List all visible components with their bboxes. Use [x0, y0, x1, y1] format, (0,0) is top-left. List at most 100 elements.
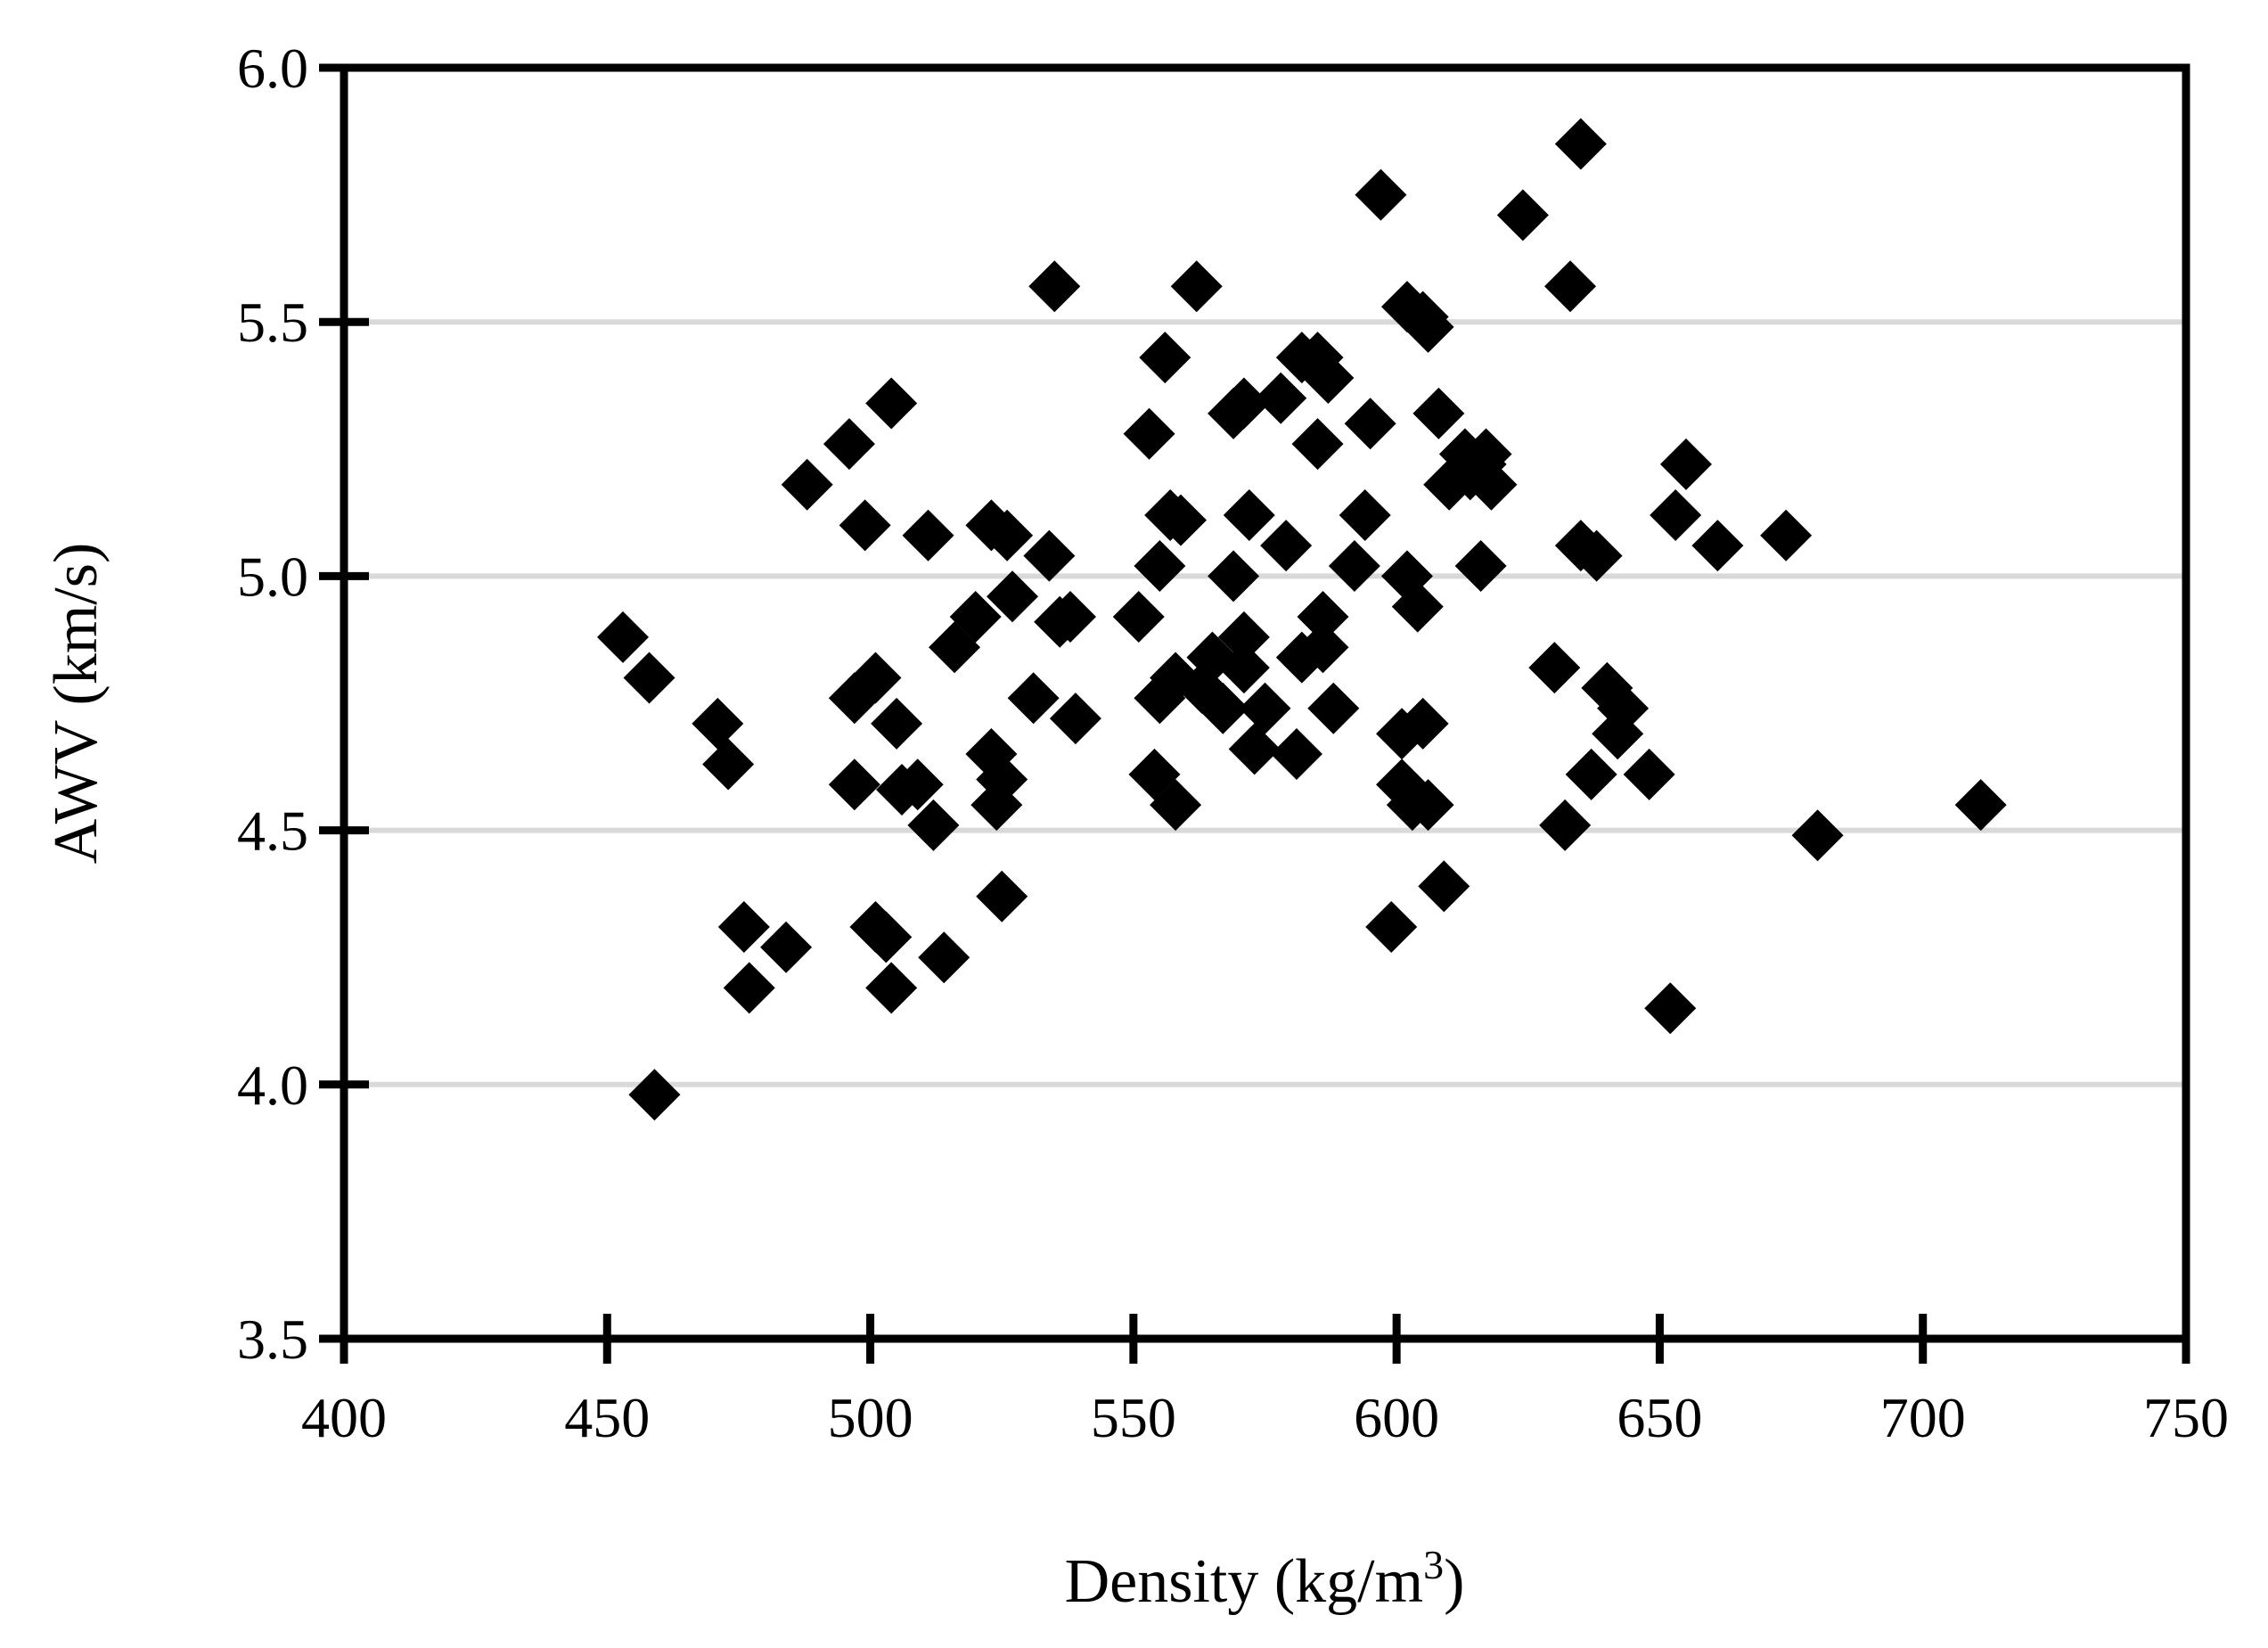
data-point-103: [1570, 529, 1623, 582]
data-point-7: [760, 921, 813, 973]
data-point-67: [1291, 418, 1344, 471]
y-axis-title: AWV (km/s): [42, 543, 111, 865]
data-point-56: [1217, 642, 1270, 694]
data-point-1: [623, 652, 675, 704]
data-point-11: [828, 758, 880, 811]
tick-labels: 3.5 4.0 4.5 5.0 5.5 6.0 400 450 500 550 600 650 700 7…: [237, 37, 2229, 1449]
data-point-20: [891, 758, 944, 811]
y-tick-label-3: 5.0: [237, 545, 308, 608]
x-axis-title-superscript: 3: [1423, 1542, 1444, 1587]
data-point-54: [1208, 550, 1260, 603]
data-point-30: [976, 753, 1028, 806]
x-tick-label-7: 750: [2143, 1386, 2229, 1449]
data-point-85: [1402, 300, 1454, 353]
x-axis-title-main: Density (kg/m: [1065, 1547, 1423, 1616]
y-tick-label-4: 5.5: [237, 291, 308, 354]
data-point-94: [1460, 428, 1512, 480]
x-tick-label-4: 600: [1354, 1386, 1439, 1449]
data-point-109: [1650, 488, 1702, 541]
data-point-93: [1454, 539, 1507, 592]
x-tick-label-2: 500: [828, 1386, 913, 1449]
data-point-70: [1302, 351, 1355, 404]
data-point-46: [1150, 779, 1202, 832]
data-point-34: [1023, 529, 1076, 582]
data-point-71: [1307, 682, 1360, 734]
data-point-88: [1418, 860, 1470, 913]
data-point-86: [1402, 779, 1454, 832]
data-point-111: [1691, 520, 1744, 572]
data-point-74: [1344, 398, 1396, 450]
ticks: [319, 63, 2190, 1364]
data-point-106: [1597, 682, 1650, 734]
plot-frame: [340, 63, 2190, 1343]
data-point-52: [1197, 682, 1249, 734]
data-point-35: [1028, 260, 1081, 313]
data-point-61: [1255, 372, 1307, 424]
data-point-73: [1339, 488, 1391, 541]
data-point-59: [1228, 723, 1281, 775]
data-point-44: [1139, 332, 1191, 384]
data-point-12: [839, 499, 891, 552]
data-point-113: [1791, 809, 1844, 862]
data-point-110: [1659, 438, 1712, 490]
data-point-2: [628, 1069, 681, 1121]
data-point-18: [871, 697, 923, 750]
data-point-32: [987, 570, 1039, 623]
data-point-17: [865, 377, 918, 430]
data-point-97: [1528, 642, 1581, 694]
data-point-58: [1223, 488, 1275, 541]
data-point-15: [860, 911, 913, 963]
data-point-3: [692, 697, 744, 750]
data-point-25: [949, 591, 1002, 644]
data-point-95: [1465, 458, 1518, 511]
y-tick-label-2: 4.5: [237, 799, 308, 863]
x-tick-label-5: 650: [1617, 1386, 1702, 1449]
data-point-98: [1539, 799, 1592, 851]
data-point-55: [1217, 377, 1270, 430]
data-point-57: [1217, 611, 1270, 663]
x-tick-label-1: 450: [564, 1386, 650, 1449]
data-point-0: [597, 611, 650, 663]
data-point-13: [849, 652, 902, 704]
y-tick-label-1: 4.0: [237, 1054, 308, 1117]
data-point-4: [702, 738, 755, 791]
data-point-40: [1123, 407, 1175, 460]
data-point-83: [1396, 697, 1449, 750]
data-point-43: [1134, 539, 1186, 592]
data-point-16: [865, 962, 918, 1014]
data-point-107: [1623, 748, 1675, 800]
data-point-60: [1239, 682, 1291, 734]
x-tick-label-0: 400: [301, 1386, 387, 1449]
data-point-33: [1007, 672, 1060, 725]
data-point-21: [902, 509, 954, 562]
data-point-23: [918, 931, 970, 984]
gridlines: [344, 319, 2186, 1087]
data-point-5: [717, 900, 770, 953]
data-point-6: [723, 962, 775, 1014]
x-axis-title: Density (kg/m3): [1065, 1542, 1465, 1616]
data-point-9: [823, 418, 875, 471]
x-axis-title-suffix: ): [1444, 1547, 1464, 1616]
data-point-96: [1496, 189, 1549, 242]
data-point-49: [1170, 260, 1223, 313]
data-point-39: [1112, 591, 1165, 644]
data-point-99: [1544, 260, 1597, 313]
data-points: [597, 118, 2007, 1121]
data-point-82: [1391, 580, 1444, 633]
data-point-75: [1355, 168, 1407, 221]
axes: [340, 63, 2190, 1343]
x-tick-label-6: 700: [1880, 1386, 1966, 1449]
data-point-108: [1644, 982, 1697, 1035]
data-point-8: [781, 458, 833, 511]
data-point-29: [976, 870, 1028, 922]
data-point-114: [1954, 779, 2007, 832]
data-point-37: [1044, 591, 1096, 644]
data-point-72: [1328, 539, 1380, 592]
data-point-87: [1412, 387, 1465, 439]
data-point-63: [1270, 728, 1322, 781]
data-point-38: [1049, 693, 1101, 745]
data-point-48: [1155, 494, 1208, 546]
data-point-22: [907, 799, 960, 851]
